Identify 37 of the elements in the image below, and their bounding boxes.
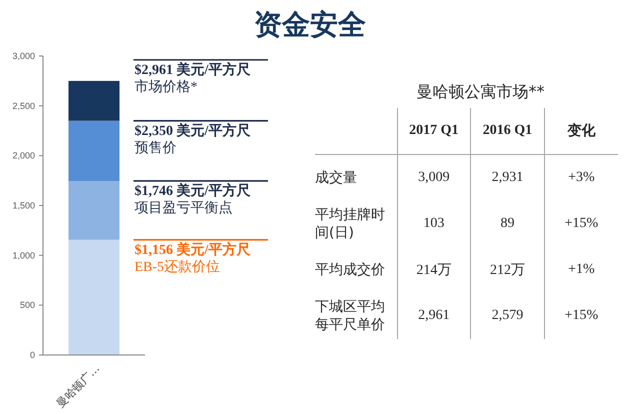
category-label: 平均成交价 <box>315 262 385 278</box>
text: 3,009 <box>418 170 450 185</box>
ref-line-label: $2,350 美元/平方尺预售价 <box>134 124 250 156</box>
text: 2,931 <box>492 170 524 185</box>
ref-line-label: $1,746 美元/平方尺项目盈亏平衡点 <box>134 184 250 216</box>
text: +1% <box>568 262 595 277</box>
y-tick-label: 3,000 <box>12 51 35 61</box>
text: 2,961 <box>418 308 450 323</box>
category-label: 成交量 <box>315 170 357 186</box>
text: 89 <box>500 216 514 231</box>
ref-line-label: $2,961 美元/平方尺市场价格* <box>134 62 250 95</box>
bar <box>68 180 120 240</box>
category-label: 平均挂牌时间(日) <box>315 206 385 241</box>
text: +15% <box>564 216 598 231</box>
bar <box>68 80 120 121</box>
y-tick-label: 2,000 <box>12 150 35 161</box>
text: +15% <box>564 308 598 323</box>
category-label: 变化 <box>544 108 618 154</box>
text: +3% <box>568 170 595 185</box>
y-tick-label: 0 <box>30 350 35 360</box>
bar <box>68 120 120 181</box>
y-tick-label: 500 <box>20 300 35 310</box>
y-tick-label: 1,000 <box>12 250 35 260</box>
text: 2,579 <box>492 308 524 323</box>
text: 212万 <box>490 263 525 278</box>
y-tick-label: 1,500 <box>12 200 35 210</box>
text: 曼哈顿公寓市场** <box>416 81 546 103</box>
category-label: 2016 Q1 <box>470 108 544 154</box>
category-label: 下城区平均每平尺单价 <box>315 298 385 333</box>
text: 资金安全 <box>253 7 367 43</box>
x-tick-label: 曼哈顿广… <box>54 362 102 410</box>
text: 103 <box>423 216 444 231</box>
y-tick-label: 2,500 <box>12 100 35 111</box>
text: 214万 <box>416 263 452 278</box>
category-label: 2017 Q1 <box>397 108 471 154</box>
bar <box>68 240 120 355</box>
ref-line-label: $1,156 美元/平方尺EB-5还款价位 <box>134 242 250 275</box>
